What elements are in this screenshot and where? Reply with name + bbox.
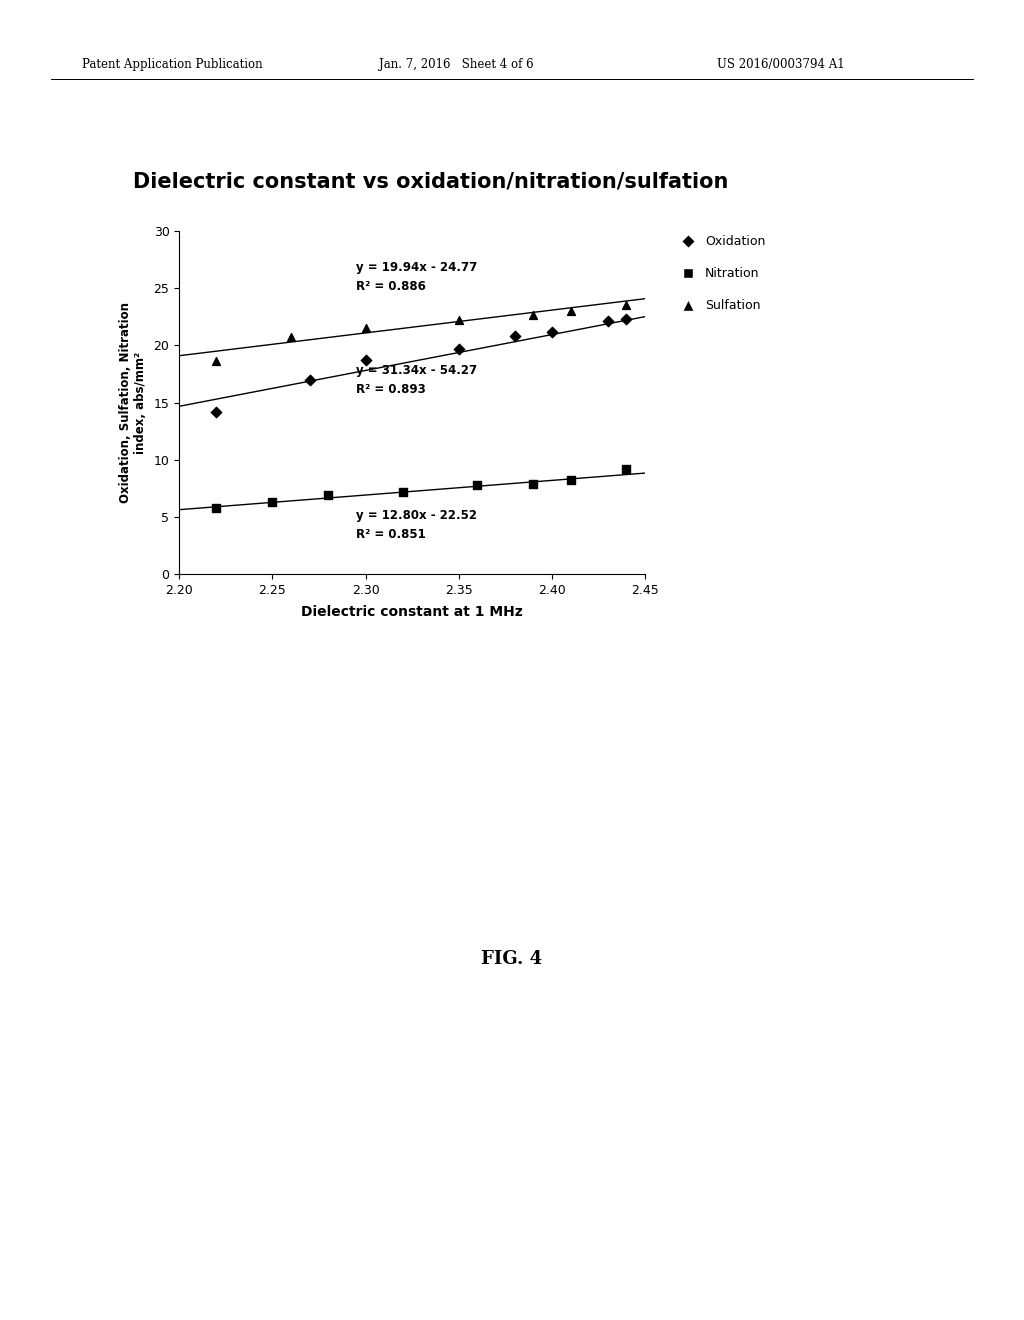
Text: Dielectric constant vs oxidation/nitration/sulfation: Dielectric constant vs oxidation/nitrati…: [133, 172, 728, 191]
Point: [562, 301, 579, 322]
Point: [394, 482, 411, 503]
Point: [507, 326, 523, 347]
X-axis label: Dielectric constant at 1 MHz: Dielectric constant at 1 MHz: [301, 606, 523, 619]
Point: [208, 498, 224, 519]
Point: [357, 350, 374, 371]
Point: [321, 484, 337, 506]
Text: y = 19.94x - 24.77: y = 19.94x - 24.77: [356, 261, 477, 275]
Text: y = 31.34x - 54.27: y = 31.34x - 54.27: [356, 364, 477, 378]
Text: y = 12.80x - 22.52: y = 12.80x - 22.52: [356, 510, 477, 523]
Point: [208, 401, 224, 422]
Text: R² = 0.851: R² = 0.851: [356, 528, 426, 541]
Text: Patent Application Publication: Patent Application Publication: [82, 58, 262, 71]
Point: [451, 310, 467, 331]
Text: US 2016/0003794 A1: US 2016/0003794 A1: [717, 58, 845, 71]
Point: [469, 474, 485, 495]
Point: [544, 321, 560, 342]
Point: [618, 294, 635, 315]
Text: Jan. 7, 2016   Sheet 4 of 6: Jan. 7, 2016 Sheet 4 of 6: [379, 58, 534, 71]
Point: [618, 458, 635, 479]
Point: [357, 318, 374, 339]
Y-axis label: Oxidation, Sulfation, Nitration
index, abs/mm²: Oxidation, Sulfation, Nitration index, a…: [119, 302, 146, 503]
Legend: Oxidation, Nitration, Sulfation: Oxidation, Nitration, Sulfation: [670, 231, 770, 317]
Text: FIG. 4: FIG. 4: [481, 949, 543, 968]
Point: [208, 351, 224, 372]
Point: [618, 309, 635, 330]
Point: [600, 310, 616, 331]
Point: [264, 491, 281, 512]
Point: [525, 304, 542, 325]
Point: [451, 338, 467, 359]
Text: R² = 0.886: R² = 0.886: [356, 280, 426, 293]
Point: [562, 470, 579, 491]
Point: [525, 474, 542, 495]
Point: [283, 327, 299, 348]
Point: [301, 370, 317, 391]
Text: R² = 0.893: R² = 0.893: [356, 383, 426, 396]
